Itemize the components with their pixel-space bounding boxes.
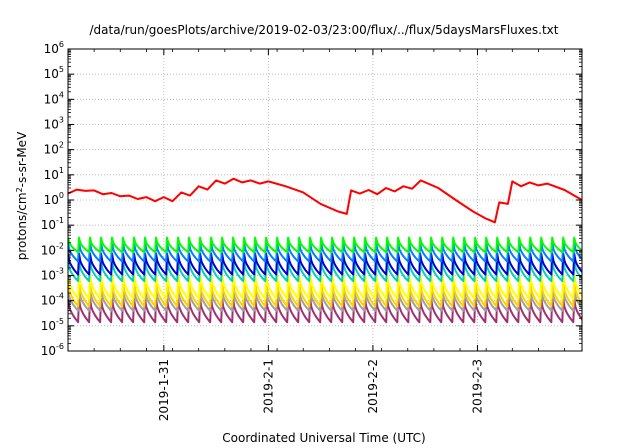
y-tick-label: 102: [44, 141, 64, 157]
series-line: [68, 236, 582, 254]
x-tick-label: 2019-2-2: [366, 359, 380, 413]
y-tick-base: 10: [44, 143, 59, 157]
y-tick-exponent: 6: [59, 40, 64, 49]
y-axis-label-rest: -s-sr-MeV: [15, 131, 29, 187]
y-tick-exponent: 4: [59, 90, 64, 99]
y-tick-exponent: 2: [59, 141, 64, 150]
y-tick-label: 104: [44, 90, 64, 106]
y-tick-label: 106: [44, 40, 64, 56]
y-tick-label: 10-4: [41, 292, 64, 308]
series-layer: [68, 177, 582, 324]
y-tick-label: 10-5: [41, 317, 64, 333]
y-tick-base: 10: [44, 92, 59, 106]
y-tick-exponent: 3: [59, 116, 64, 125]
y-tick-label: 10-6: [41, 342, 64, 358]
y-tick-exponent: 5: [59, 65, 64, 74]
y-axis: 10-610-510-410-310-210-11001011021031041…: [41, 40, 582, 358]
y-tick-exponent: -2: [56, 241, 64, 250]
y-tick-label: 10-1: [41, 216, 64, 232]
y-tick-exponent: -6: [56, 342, 64, 351]
y-tick-base: 10: [44, 118, 59, 132]
y-axis-label: protons/cm2-s-sr-MeV: [15, 131, 30, 260]
y-tick-exponent: 0: [59, 191, 64, 200]
y-tick-label: 100: [44, 191, 64, 207]
series-line: [68, 177, 582, 224]
x-axis: 2019-1-31 2019-2-1 2019-2-2 2019-2-3: [93, 49, 565, 421]
x-tick-label: 2019-2-3: [470, 359, 484, 413]
y-tick-base: 10: [44, 67, 59, 81]
y-tick-exponent: 1: [59, 166, 64, 175]
y-tick-base: 10: [41, 269, 56, 283]
x-tick-label: 2019-2-1: [261, 359, 275, 413]
grid: [68, 49, 582, 351]
y-tick-label: 105: [44, 65, 64, 81]
y-tick-label: 10-2: [41, 241, 64, 257]
y-axis-label-sup: 2: [15, 187, 24, 192]
y-tick-base: 10: [44, 193, 59, 207]
y-tick-exponent: -5: [56, 317, 64, 326]
y-tick-base: 10: [41, 294, 56, 308]
chart-title: /data/run/goesPlots/archive/2019-02-03/2…: [90, 23, 559, 37]
y-axis-label-main: protons/cm: [15, 192, 29, 260]
x-tick-label: 2019-1-31: [157, 359, 171, 421]
y-tick-base: 10: [41, 319, 56, 333]
y-tick-label: 101: [44, 166, 64, 182]
y-tick-base: 10: [44, 42, 59, 56]
x-axis-label: Coordinated Universal Time (UTC): [222, 431, 425, 445]
y-tick-exponent: -1: [56, 216, 64, 225]
y-tick-label: 103: [44, 116, 64, 132]
y-tick-exponent: -3: [56, 267, 64, 276]
y-tick-base: 10: [41, 243, 56, 257]
y-tick-base: 10: [44, 168, 59, 182]
y-tick-exponent: -4: [56, 292, 64, 301]
y-tick-base: 10: [41, 344, 56, 358]
y-tick-label: 10-3: [41, 267, 64, 283]
y-tick-base: 10: [41, 218, 56, 232]
